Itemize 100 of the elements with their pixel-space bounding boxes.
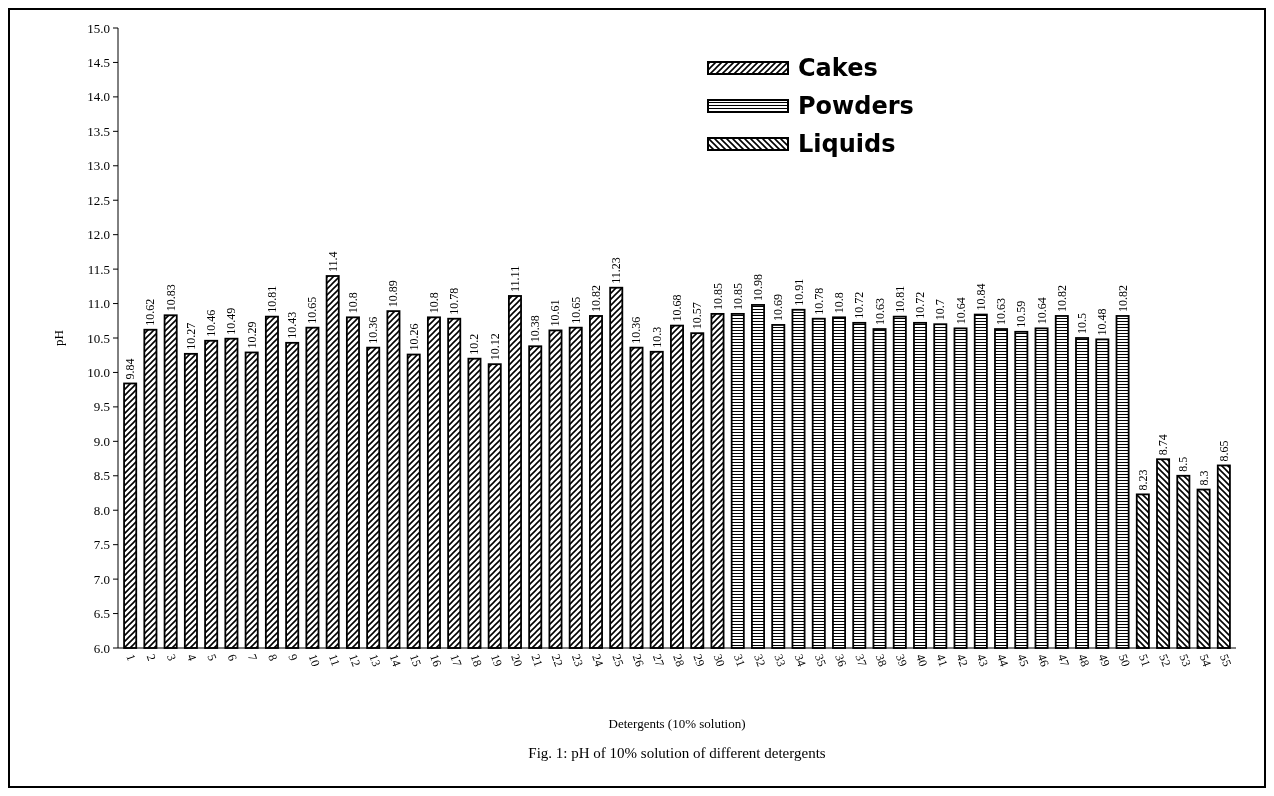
x-tick-label: 17 — [447, 652, 465, 669]
data-label: 10.46 — [204, 309, 219, 337]
data-label: 10.84 — [973, 283, 988, 311]
data-label: 10.64 — [953, 297, 968, 325]
data-label: 10.91 — [791, 278, 806, 306]
x-tick-label: 14 — [386, 652, 404, 669]
x-tick-label: 6 — [224, 652, 240, 663]
y-axis-title: pH — [51, 330, 66, 346]
data-label: 10.29 — [244, 321, 259, 349]
x-tick-label: 31 — [730, 652, 749, 669]
x-tick-label: 12 — [346, 652, 364, 669]
y-tick-label: 8.0 — [93, 502, 110, 518]
x-tick-label: 18 — [467, 652, 485, 669]
data-label: 10.8 — [426, 292, 441, 314]
data-label: 10.3 — [649, 326, 664, 348]
x-tick-label: 51 — [1136, 652, 1154, 669]
x-tick-label: 9 — [285, 652, 301, 663]
x-tick-label: 41 — [933, 652, 951, 669]
x-tick-label: 16 — [427, 652, 445, 669]
data-label: 9.84 — [123, 358, 138, 380]
data-label: 10.65 — [305, 296, 320, 324]
data-label: 10.7 — [933, 299, 948, 321]
data-label: 11.4 — [325, 251, 340, 272]
x-tick-label: 4 — [184, 652, 200, 663]
data-label: 10.62 — [143, 298, 158, 326]
x-tick-label: 30 — [710, 652, 728, 669]
x-tick-label: 36 — [832, 652, 850, 669]
data-label: 8.3 — [1196, 470, 1211, 486]
x-tick-label: 28 — [670, 652, 688, 669]
data-label: 10.82 — [1054, 284, 1069, 312]
x-tick-label: 20 — [508, 652, 526, 669]
x-tick-label: 52 — [1156, 652, 1174, 669]
data-label: 10.43 — [285, 311, 300, 339]
x-tick-label: 37 — [852, 652, 870, 669]
x-tick-label: 23 — [568, 652, 587, 669]
y-tick-label: 6.5 — [93, 606, 110, 622]
x-tick-label: 2 — [143, 652, 159, 663]
x-tick-label: 38 — [872, 652, 890, 669]
x-tick-label: 5 — [204, 652, 220, 663]
data-label: 10.8 — [345, 292, 360, 314]
y-tick-label: 6.0 — [93, 640, 110, 656]
data-label: 10.57 — [690, 302, 705, 330]
x-tick-label: 32 — [751, 652, 769, 669]
x-tick-label: 29 — [690, 652, 708, 669]
data-label: 10.63 — [872, 298, 887, 326]
x-tick-label: 13 — [366, 652, 384, 669]
y-tick-label: 7.5 — [93, 537, 110, 553]
y-tick-label: 7.0 — [93, 571, 110, 587]
x-tick-label: 26 — [629, 652, 647, 669]
x-tick-label: 50 — [1115, 652, 1134, 669]
data-label: 10.68 — [670, 294, 684, 322]
data-label: 10.48 — [1095, 308, 1110, 336]
data-label: 10.83 — [163, 284, 178, 312]
x-tick-label: 48 — [1075, 652, 1093, 669]
x-tick-label: 11 — [325, 652, 343, 668]
x-tick-label: 22 — [548, 652, 566, 669]
data-label: 10.82 — [588, 284, 603, 312]
x-tick-label: 53 — [1176, 652, 1194, 669]
data-label: 10.27 — [183, 322, 198, 350]
y-tick-label: 10.0 — [87, 364, 110, 380]
x-tick-label: 55 — [1217, 652, 1235, 669]
x-tick-label: 24 — [589, 652, 607, 669]
data-label: 11.11 — [507, 265, 522, 292]
x-tick-label: 44 — [994, 652, 1012, 669]
data-label: 10.81 — [264, 285, 279, 313]
data-label: 10.89 — [386, 280, 401, 308]
x-tick-label: 49 — [1095, 652, 1113, 669]
data-label: 10.5 — [1075, 313, 1090, 334]
y-tick-label: 11.0 — [87, 296, 110, 312]
y-tick-label: 12.0 — [87, 227, 110, 243]
data-label: 10.12 — [487, 333, 502, 361]
data-label: 10.38 — [528, 315, 543, 343]
data-label: 10.8 — [832, 292, 847, 314]
legend-entry: Cakes — [707, 54, 878, 83]
x-tick-label: 34 — [791, 652, 809, 669]
y-tick-label: 14.5 — [87, 54, 110, 70]
data-label: 10.72 — [913, 291, 928, 319]
data-label: 10.59 — [1014, 300, 1029, 328]
x-axis-title: Detergents (10% solution) — [608, 716, 746, 731]
y-tick-label: 9.5 — [93, 399, 110, 415]
data-label: 8.5 — [1176, 456, 1191, 472]
x-tick-label: 8 — [265, 652, 281, 663]
x-tick-label: 39 — [892, 652, 911, 669]
legend-entry: Powders — [707, 92, 914, 121]
data-label: 10.64 — [1034, 297, 1049, 325]
y-tick-label: 15.0 — [87, 20, 110, 36]
data-label: 10.65 — [568, 296, 583, 324]
x-tick-label: 3 — [163, 652, 180, 663]
x-tick-label: 25 — [609, 652, 627, 669]
x-tick-label: 42 — [953, 652, 971, 669]
x-tick-label: 27 — [649, 652, 668, 669]
data-label: 10.85 — [730, 282, 745, 310]
x-tick-label: 7 — [244, 652, 261, 663]
x-tick-label: 35 — [811, 652, 830, 669]
data-label: 8.65 — [1216, 440, 1231, 462]
text: Fig. 1: pH of 10% solution of different detergents — [528, 745, 826, 761]
y-tick-label: 8.5 — [93, 468, 110, 484]
data-label: 10.81 — [892, 285, 907, 313]
x-tick-label: 54 — [1196, 652, 1215, 669]
data-label: 10.78 — [811, 287, 826, 315]
